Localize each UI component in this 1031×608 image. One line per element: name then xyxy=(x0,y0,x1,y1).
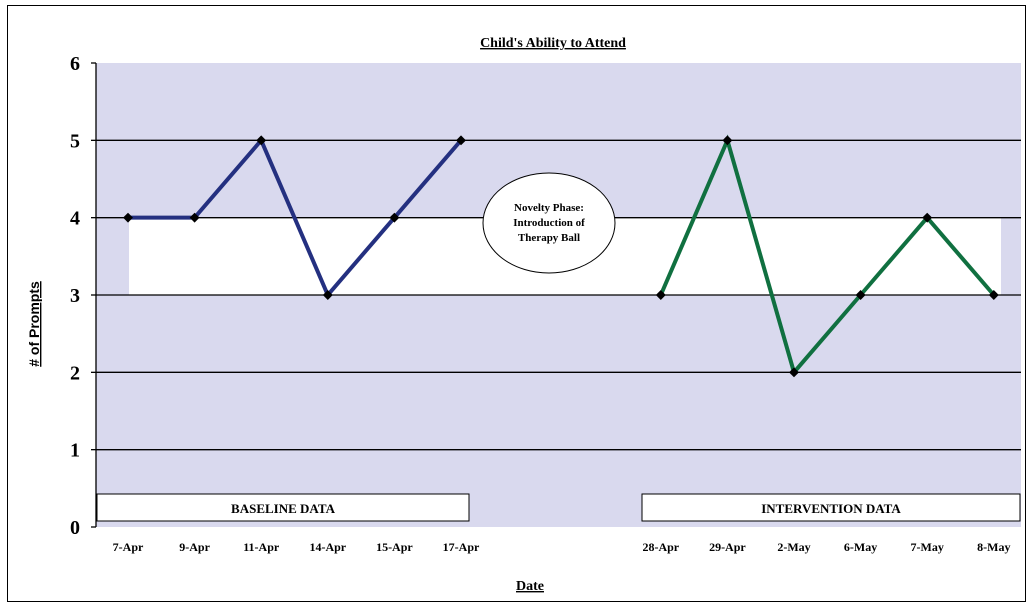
data-point xyxy=(789,367,799,378)
x-tick-label: 8-May xyxy=(977,540,1010,554)
data-point xyxy=(256,135,267,146)
x-tick-label: 17-Apr xyxy=(443,540,480,554)
y-axis-label: # of Prompts xyxy=(26,281,42,367)
annotation-line: Introduction of xyxy=(513,217,585,229)
y-tick-label: 3 xyxy=(70,285,80,307)
x-tick-label: 6-May xyxy=(844,540,877,554)
x-tick-label: 7-Apr xyxy=(113,540,144,554)
data-point xyxy=(855,290,866,300)
x-tick-label: 28-Apr xyxy=(642,540,679,554)
x-tick-label: 11-Apr xyxy=(243,540,280,554)
data-series xyxy=(123,134,999,378)
series-line-intervention xyxy=(658,134,996,377)
y-tick-label: 5 xyxy=(70,130,80,152)
data-point xyxy=(722,135,733,146)
chart-title: Child's Ability to Attend xyxy=(480,36,626,51)
annotation-line: Therapy Ball xyxy=(518,232,580,244)
annotation-line: Novelty Phase: xyxy=(514,202,584,214)
y-tick-label: 4 xyxy=(70,208,80,230)
y-tick-label: 2 xyxy=(70,362,80,384)
data-point xyxy=(123,212,133,223)
y-tick-label: 6 xyxy=(70,53,80,75)
x-tick-label: 29-Apr xyxy=(709,540,746,554)
data-point xyxy=(988,290,999,300)
data-point xyxy=(322,290,333,300)
x-tick-label: 7-May xyxy=(911,540,944,554)
data-point xyxy=(456,135,466,146)
y-tick-label: 1 xyxy=(70,440,80,462)
x-tick-label: 15-Apr xyxy=(376,540,413,554)
phase-label-baseline-text: BASELINE DATA xyxy=(231,501,336,516)
data-point xyxy=(655,290,666,300)
data-point xyxy=(389,212,400,223)
phase-label-intervention-text: INTERVENTION DATA xyxy=(761,501,901,516)
x-axis-ticks: 7-Apr 9-Apr 11-Apr 14-Apr 15-Apr 17-Apr 28-Apr… xyxy=(113,540,1011,554)
series-line-baseline xyxy=(128,136,463,299)
annotation-ellipse xyxy=(482,172,616,274)
data-point xyxy=(189,212,200,223)
y-tick-label: 0 xyxy=(70,517,80,539)
y-axis-ticks: 0 1 2 3 4 5 6 xyxy=(70,53,96,539)
annotation-text: Novelty Phase: Introduction of Therapy Bal… xyxy=(513,202,585,244)
x-axis-label: Date xyxy=(516,579,544,594)
x-tick-label: 2-May xyxy=(777,540,810,554)
phase-label-intervention: INTERVENTION DATA xyxy=(641,493,1021,522)
phase-label-baseline: BASELINE DATA xyxy=(96,493,470,522)
chart-frame: 0 1 2 3 4 5 6 7-Apr 9-Apr 11-Apr 14-Apr 15-Apr 17-A… xyxy=(7,5,1026,602)
x-tick-label: 9-Apr xyxy=(179,540,210,554)
x-tick-label: 14-Apr xyxy=(309,540,346,554)
line-chart: 0 1 2 3 4 5 6 7-Apr 9-Apr 11-Apr 14-Apr 15-Apr 17-A… xyxy=(26,36,1021,594)
data-point xyxy=(922,212,933,223)
novelty-annotation: Novelty Phase: Introduction of Therapy Bal… xyxy=(482,172,616,274)
